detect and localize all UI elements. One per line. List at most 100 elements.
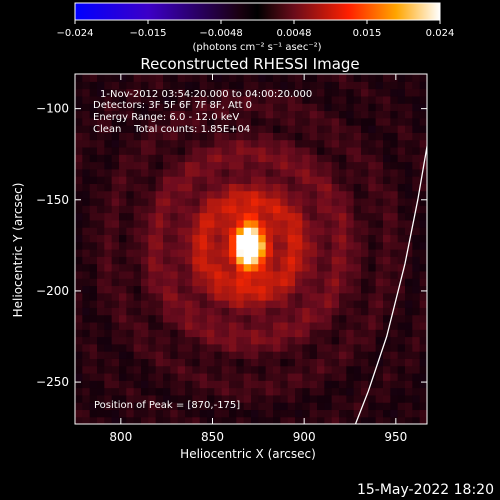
heatmap-cell bbox=[280, 329, 289, 338]
heatmap-cell bbox=[177, 227, 186, 236]
heatmap-cell bbox=[111, 343, 120, 352]
heatmap-cell bbox=[375, 117, 384, 126]
heatmap-cell bbox=[163, 300, 171, 308]
heatmap-cell bbox=[287, 154, 296, 163]
heatmap-cell bbox=[324, 176, 333, 184]
heatmap-cell bbox=[199, 314, 208, 323]
heatmap-cell bbox=[192, 256, 201, 265]
heatmap-cell bbox=[192, 329, 201, 338]
heatmap-cell bbox=[346, 146, 355, 155]
heatmap-cell bbox=[82, 394, 91, 403]
heatmap-cell bbox=[258, 329, 267, 338]
heatmap-cell bbox=[361, 81, 369, 90]
heatmap-cell bbox=[397, 387, 406, 396]
heatmap-cell bbox=[236, 292, 245, 301]
heatmap-cell bbox=[412, 117, 421, 126]
heatmap-cell bbox=[309, 380, 318, 389]
heatmap-cell bbox=[119, 380, 127, 389]
heatmap-cell bbox=[75, 168, 83, 177]
heatmap-cell bbox=[324, 117, 333, 126]
heatmap-cell bbox=[185, 321, 193, 330]
heatmap-cell bbox=[412, 183, 421, 192]
heatmap-cell bbox=[97, 139, 105, 148]
heatmap-cell bbox=[287, 103, 296, 112]
heatmap-cell bbox=[317, 161, 325, 170]
heatmap-cell bbox=[75, 110, 83, 119]
heatmap-cell bbox=[163, 402, 171, 411]
y-tick-label: −150 bbox=[36, 193, 69, 207]
heatmap-cell bbox=[339, 212, 347, 221]
heatmap-cell bbox=[126, 132, 135, 141]
heatmap-cell bbox=[111, 125, 120, 133]
heatmap-cell bbox=[346, 103, 355, 112]
heatmap-cell bbox=[375, 278, 384, 287]
heatmap-cell bbox=[412, 300, 421, 308]
heatmap-cell bbox=[368, 249, 377, 257]
heatmap-cell bbox=[119, 416, 127, 424]
heatmap-cell bbox=[353, 212, 362, 221]
heatmap-cell bbox=[185, 380, 193, 389]
heatmap-cell bbox=[104, 125, 113, 133]
heatmap-cell bbox=[295, 95, 303, 104]
heatmap-cell bbox=[229, 125, 237, 133]
heatmap-cell bbox=[280, 197, 289, 206]
heatmap-cell bbox=[353, 154, 362, 163]
heatmap-cell bbox=[177, 74, 186, 82]
heatmap-cell bbox=[155, 183, 164, 192]
heatmap-cell bbox=[368, 234, 377, 243]
heatmap-cell bbox=[258, 292, 267, 301]
heatmap-cell bbox=[126, 154, 135, 163]
heatmap-cell bbox=[317, 343, 325, 352]
heatmap-cell bbox=[97, 292, 105, 301]
heatmap-cell bbox=[273, 329, 281, 338]
heatmap-cell bbox=[295, 190, 303, 199]
heatmap-cell bbox=[185, 387, 193, 396]
heatmap-cell bbox=[346, 278, 355, 287]
heatmap-cell bbox=[243, 387, 252, 396]
heatmap-cell bbox=[148, 307, 157, 316]
heatmap-cell bbox=[82, 227, 91, 236]
heatmap-cell bbox=[133, 88, 142, 97]
heatmap-cell bbox=[185, 110, 193, 119]
heatmap-cell bbox=[353, 168, 362, 177]
heatmap-cell bbox=[119, 263, 127, 272]
heatmap-cell bbox=[97, 197, 105, 206]
heatmap-cell bbox=[258, 336, 267, 345]
axes: 800 850 900 950−100−150−200−250 bbox=[36, 74, 427, 444]
heatmap-cell bbox=[89, 292, 98, 301]
heatmap-cell bbox=[243, 234, 252, 243]
heatmap-cell bbox=[207, 146, 215, 155]
heatmap-cell bbox=[419, 110, 427, 119]
annotation-time-range: 1-Nov-2012 03:54:20.000 to 04:00:20.000 bbox=[100, 89, 312, 100]
heatmap-cell bbox=[163, 351, 171, 359]
heatmap-cell bbox=[265, 278, 274, 287]
heatmap-cell bbox=[368, 416, 377, 424]
heatmap-cell bbox=[82, 292, 91, 301]
heatmap-cell bbox=[287, 263, 296, 272]
heatmap-cell bbox=[89, 402, 98, 411]
colorbar-tick-label: 0.024 bbox=[426, 28, 455, 39]
heatmap-cell bbox=[258, 300, 267, 308]
heatmap-cell bbox=[390, 95, 399, 104]
heatmap-cell bbox=[287, 168, 296, 177]
x-tick-label: 850 bbox=[201, 430, 224, 444]
heatmap-cell bbox=[221, 402, 230, 411]
heatmap-cell bbox=[221, 81, 230, 90]
heatmap-cell bbox=[192, 132, 201, 141]
heatmap-cell bbox=[221, 278, 230, 287]
heatmap-cell bbox=[148, 205, 157, 214]
heatmap-cell bbox=[82, 95, 91, 104]
heatmap-cell bbox=[353, 409, 362, 418]
heatmap-cell bbox=[141, 132, 149, 141]
heatmap-cell bbox=[177, 409, 186, 418]
heatmap-cell bbox=[192, 278, 201, 287]
heatmap-cell bbox=[397, 234, 406, 243]
heatmap-cell bbox=[89, 409, 98, 418]
heatmap-cell bbox=[368, 307, 377, 316]
heatmap-cell bbox=[419, 95, 427, 104]
heatmap-cell bbox=[258, 263, 267, 272]
heatmap-cell bbox=[104, 263, 113, 272]
heatmap-cell bbox=[265, 409, 274, 418]
heatmap-cell bbox=[236, 314, 245, 323]
heatmap-cell bbox=[207, 183, 215, 192]
